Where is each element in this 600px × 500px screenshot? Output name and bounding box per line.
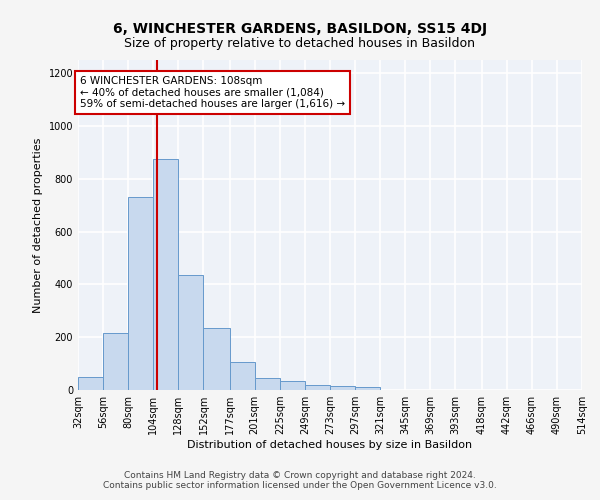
Bar (355, 388, 380, 390)
Bar (103, 333, 128, 390)
Bar (78, 377, 103, 390)
Text: Size of property relative to detached houses in Basildon: Size of property relative to detached ho… (125, 38, 476, 51)
Bar (255, 378, 280, 390)
X-axis label: Distribution of detached houses by size in Basildon: Distribution of detached houses by size … (187, 440, 473, 450)
Text: Contains HM Land Registry data © Crown copyright and database right 2024.: Contains HM Land Registry data © Crown c… (124, 470, 476, 480)
Text: Contains public sector information licensed under the Open Government Licence v3: Contains public sector information licen… (103, 480, 497, 490)
Y-axis label: Number of detached properties: Number of detached properties (33, 138, 43, 312)
Bar (153, 159, 178, 390)
Bar (280, 381, 305, 390)
Text: 6 WINCHESTER GARDENS: 108sqm
← 40% of detached houses are smaller (1,084)
59% of: 6 WINCHESTER GARDENS: 108sqm ← 40% of de… (80, 76, 345, 109)
Bar (128, 198, 153, 390)
Bar (305, 384, 330, 390)
Bar (203, 328, 230, 390)
Text: 6, WINCHESTER GARDENS, BASILDON, SS15 4DJ: 6, WINCHESTER GARDENS, BASILDON, SS15 4D… (113, 22, 487, 36)
Bar (178, 275, 203, 390)
Bar (230, 362, 255, 390)
Bar (330, 386, 355, 390)
